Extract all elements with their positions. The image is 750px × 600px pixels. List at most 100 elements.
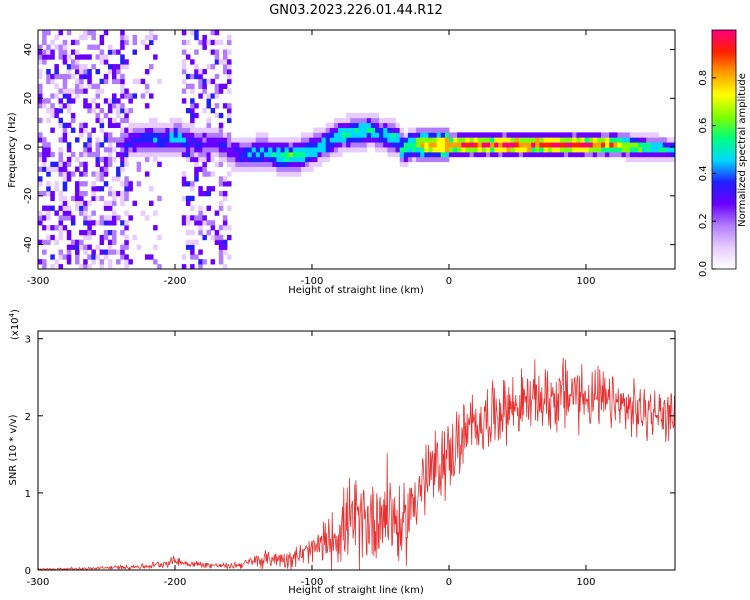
spectrogram-cell-291 [87,230,92,236]
spectrogram-cell-1083 [288,171,294,177]
spectrogram-cell-1365 [436,137,442,143]
spectrogram-cell-1502 [547,151,553,158]
spectrogram-cell-1659 [666,137,672,143]
spectrogram-cell-1042 [264,137,269,143]
spectrogram-cell-1287 [391,117,396,124]
spectrogram-cell-535 [128,259,133,265]
spectrogram-cell-1558 [592,147,598,153]
spectrogram-cell-755 [190,103,195,109]
spectrogram-cell-1441 [494,132,499,138]
spectrogram-cell-42 [42,59,47,65]
spectrogram-cell-1089 [288,142,294,148]
spectrogram-cell-1254 [375,122,380,128]
spectrogram-cell-316 [91,195,96,202]
spectrogram-cell-641 [157,151,162,158]
spectrogram-cell-44 [42,49,47,55]
spectrogram-cell-1247 [370,117,376,124]
spectrogram-cell-940 [222,132,228,138]
spectrogram-cell-998 [243,166,249,172]
spectrogram-cell-1201 [346,112,351,119]
spectrogram-cell-1411 [469,132,475,138]
spectrogram-cell-759 [190,73,195,80]
spectrogram-cell-627 [153,151,158,158]
spectrogram-cell-786 [198,259,203,265]
spectrogram-cell-471 [120,254,125,260]
spectrogram-cell-571 [136,137,142,143]
spectrogram-cell-1038 [264,156,269,163]
spectrogram-cell-1525 [564,137,569,143]
spectrogram-cell-789 [198,225,203,231]
spectrogram-cell-162 [62,54,68,60]
spectrogram-cell-506 [124,254,129,260]
spectrogram-cell-665 [169,147,175,153]
spectrogram-cell-292 [87,225,92,231]
spectrogram-cell-155 [62,103,68,109]
spectrogram-cell-100 [54,112,59,119]
spectrogram-cell-526 [124,117,129,124]
spectrogram-cell-785 [198,264,203,269]
spectrogram-cell-1400 [461,137,466,143]
spectrogram-cell-1134 [313,147,318,153]
spectrogram-cell-1655 [666,156,672,163]
spectrogram-cell-564 [136,244,142,250]
spectrogram-cell-336 [95,171,101,177]
spectrogram-cell-132 [58,88,64,94]
spectrogram-cell-1140 [317,156,323,163]
spectrogram-cell-228 [75,64,80,70]
spectrogram-cell-645 [157,132,162,138]
spectrogram-cell-555 [132,137,138,143]
spectrogram-cell-343 [95,117,101,124]
spectrogram-cell-350 [95,54,101,60]
spectrogram-cell-332 [95,220,101,226]
spectrogram-cell-1091 [292,171,298,177]
spectrogram-cell-169 [66,244,72,250]
snr-y-tick-label: 1 [25,489,31,500]
spectrogram-cell-737 [190,239,195,245]
spectrogram-cell-1014 [251,156,257,163]
spectrogram-cell-1021 [255,161,261,167]
spectrogram-cell-988 [235,142,240,148]
spectrogram-cell-529 [124,93,129,99]
spectrogram-cell-1069 [280,161,286,167]
spectrogram-cell-1331 [416,132,421,138]
spectrogram-cell-1398 [461,147,466,153]
spectrogram-cell-946 [222,59,228,65]
spectrogram-cell-1007 [247,156,253,163]
spectrogram-cell-534 [124,34,129,41]
spectrogram-cell-1443 [498,147,503,153]
spectrogram-cell-667 [169,137,175,143]
spectrogram-cell-154 [62,122,68,128]
snr-x-tick-label: -300 [27,577,50,588]
spectrogram-cell-1414 [473,142,479,148]
spectrogram-cell-11 [38,137,43,143]
spectrogram-cell-1313 [407,151,413,158]
spectrogram-cell-238 [79,205,84,211]
spectrogram-cell-797 [198,156,203,163]
spectrogram-cell-1598 [625,151,631,158]
spectrogram-cell-1049 [268,142,273,148]
spectrogram-cell-1230 [362,127,368,133]
spectrogram-cell-1488 [535,147,540,153]
spectrogram-cell-1379 [444,137,450,143]
spectrogram-cell-1190 [342,127,347,133]
spectrogram-cell-1128 [309,142,314,148]
spectrogram-cell-1029 [259,161,265,167]
spectrogram-cell-1294 [395,127,401,133]
spectrogram-cell-416 [107,142,113,148]
spectrogram-cell-754 [190,108,195,114]
spectrogram-cell-456 [116,176,121,182]
spectrogram-cell-551 [132,200,138,206]
spectrogram-cell-806 [198,78,203,85]
spectrogram-cell-1115 [305,166,310,172]
spectrogram-cell-342 [95,137,101,143]
spectrogram-cell-441 [112,137,117,143]
spectrogram-cell-647 [157,122,162,128]
spectrogram-cell-1253 [375,127,380,133]
spectrogram-cell-1165 [329,142,335,148]
spectrogram-cell-1497 [543,151,549,158]
spectrogram-cell-1206 [350,127,355,133]
spectrogram-cell-412 [107,161,113,167]
spectrogram-cell-965 [227,103,232,109]
spectrogram-cell-431 [112,230,117,236]
spectrogram-cell-299 [87,137,92,143]
